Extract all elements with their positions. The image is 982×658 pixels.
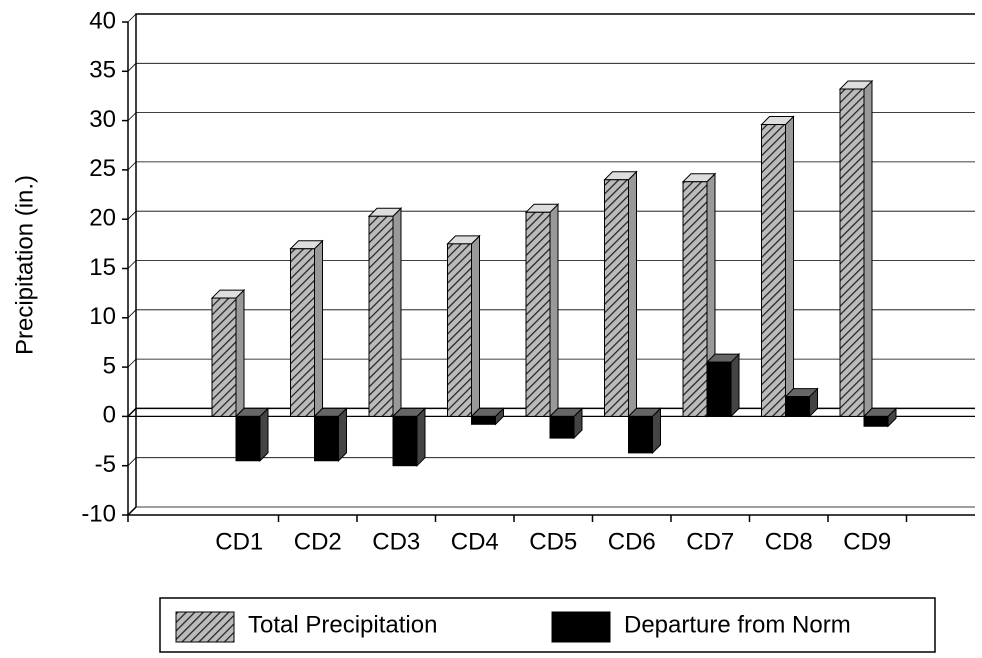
x-tick-label: CD3 [372,528,420,555]
y-tick-label: 25 [89,155,116,182]
legend-label: Departure from Norm [624,611,851,638]
x-tick-label: CD6 [608,528,656,555]
bar [863,415,889,427]
x-tick-label: CD1 [215,528,263,555]
bar-side [338,407,347,462]
bar [628,415,653,454]
bar-side [235,288,245,418]
bar [471,415,496,425]
bar [235,415,261,462]
bar-side [863,79,873,418]
grid-line [127,112,975,121]
x-tick-label: CD5 [529,528,577,555]
y-tick-label: 20 [89,205,116,232]
y-tick-label: 0 [103,402,116,429]
bar [604,179,629,417]
grid-line [127,457,975,466]
grid-line [127,506,975,516]
bar-side [314,239,323,418]
bar [761,124,786,417]
y-tick-label: 5 [103,352,116,379]
bar [314,415,339,462]
x-tick-label: CD2 [294,528,342,555]
bar [447,243,472,417]
bar [549,415,575,439]
y-tick-label: -10 [81,500,116,527]
bar [368,215,394,417]
x-tick-label: CD7 [686,528,734,555]
y-tick-label: 10 [89,303,116,330]
legend-label: Total Precipitation [248,611,437,638]
y-tick-label: 35 [89,57,116,84]
legend-box [159,597,936,653]
y-tick-label: 30 [89,106,116,133]
x-tick-label: CD4 [451,528,499,555]
grid-line [127,161,975,171]
y-tick-label: -5 [95,451,116,478]
y-tick-label: 15 [89,254,116,281]
bar [785,396,810,417]
bar-side [628,170,637,418]
bar [290,248,315,417]
bar-side [785,115,794,418]
bar [839,88,865,417]
bar-side [471,234,480,418]
bar-side [259,407,269,462]
bar [392,415,418,467]
bar-side [549,203,559,418]
y-axis-label: Precipitation (in.) [11,175,38,355]
x-tick-label: CD9 [843,528,891,555]
legend-swatch [551,611,611,643]
legend-swatch [175,611,235,643]
bar-side [392,207,402,418]
bar-side [730,352,740,418]
bar-side [416,407,426,467]
grid-line [127,62,975,72]
grid-line [127,13,975,23]
bar [706,361,732,417]
bar [682,181,708,417]
bar [525,211,551,417]
y-tick-label: 40 [89,7,116,34]
x-tick-label: CD8 [765,528,813,555]
bar [211,297,237,417]
